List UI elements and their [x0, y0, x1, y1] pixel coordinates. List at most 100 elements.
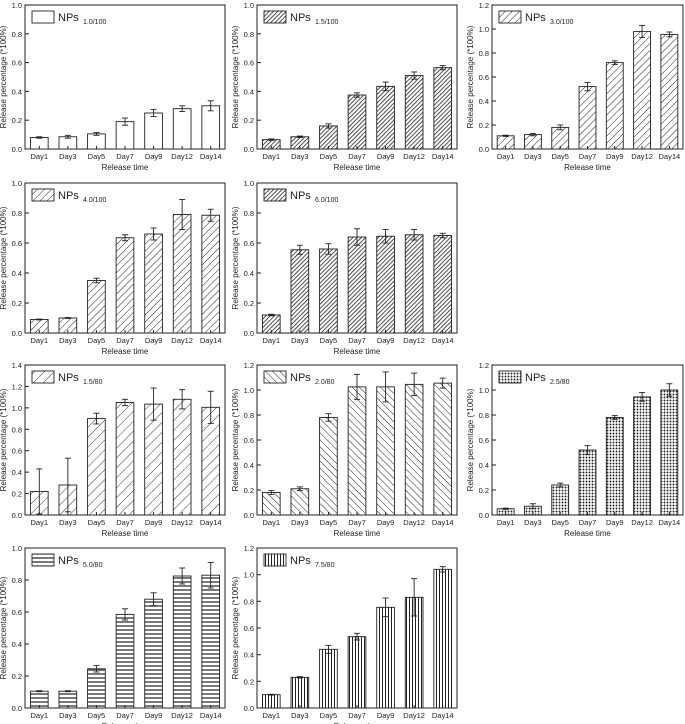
y-axis-label: Release percentage (*100%): [466, 388, 475, 491]
legend-swatch: [498, 370, 522, 384]
bar-day9: [605, 62, 624, 150]
legend-subscript: 4.0/100: [83, 197, 106, 204]
legend-label: NPs: [290, 12, 311, 24]
legend-swatch: [263, 10, 287, 24]
x-tick-label: Day1: [31, 336, 49, 345]
bar-day14: [201, 214, 221, 334]
y-tick-label: 0.0: [244, 329, 254, 338]
x-tick-label: Day9: [606, 518, 624, 527]
bar-day5: [319, 648, 338, 709]
x-tick-label: Day14: [200, 518, 222, 527]
x-tick-label: Day3: [59, 711, 77, 720]
legend-swatch: [31, 553, 55, 567]
y-tick-label: 0.0: [12, 145, 22, 154]
x-tick-label: Day12: [403, 711, 425, 720]
bar-day9: [376, 85, 395, 150]
bar-day12: [404, 383, 424, 516]
y-axis-label: Release percentage (*100%): [231, 25, 240, 128]
y-tick-label: 0.8: [479, 411, 489, 420]
y-tick-label: 0.4: [12, 640, 22, 649]
bar-day5: [87, 418, 106, 516]
y-tick-label: 0.8: [244, 411, 254, 420]
y-tick-label: 1.0: [244, 386, 254, 395]
bar-day9: [376, 386, 395, 516]
chart-panel-2: 0.0 0.2 0.4 0.6 0.8 1.0 Release percentage (*1…: [231, 1, 458, 172]
bar-day9: [605, 417, 624, 516]
y-tick-label: 0.2: [244, 677, 254, 686]
bar-day5: [87, 280, 106, 334]
bar-day7: [578, 449, 597, 516]
x-tick-label: Day1: [263, 152, 281, 161]
x-tick-label: Day7: [579, 152, 597, 161]
x-tick-label: Day7: [348, 711, 366, 720]
legend: NPs 1.0/100: [31, 10, 106, 26]
y-tick-label: 0.6: [244, 624, 254, 633]
y-tick-label: 0.6: [479, 436, 489, 445]
y-tick-label: 1.2: [244, 544, 254, 553]
y-tick-label: 1.0: [479, 25, 489, 34]
legend-label: NPs: [58, 190, 79, 202]
y-axis-label: Release percentage (*100%): [466, 25, 475, 128]
bar-day7: [578, 86, 597, 150]
y-tick-label: 0.8: [244, 30, 254, 39]
y-tick-label: 0.0: [244, 511, 254, 520]
bar-day7: [115, 237, 135, 334]
y-tick-label: 0.8: [12, 209, 22, 218]
chart-panel-3: 0.0 0.2 0.4 0.6 0.8 1.0 1.2 Release percentage …: [466, 1, 684, 172]
y-tick-label: 0.0: [12, 511, 22, 520]
y-tick-label: 1.0: [244, 571, 254, 580]
chart-panel-9: 0.0 0.2 0.4 0.6 0.8 1.0 Release percentage (*1…: [0, 544, 226, 724]
x-tick-label: Day12: [403, 152, 425, 161]
bar-day7: [115, 613, 135, 709]
y-tick-label: 0.6: [12, 608, 22, 617]
x-tick-label: Day9: [377, 336, 395, 345]
x-tick-label: Day7: [116, 336, 134, 345]
bar-day12: [172, 214, 192, 334]
x-tick-label: Day14: [200, 711, 222, 720]
y-axis-label: Release percentage (*100%): [231, 388, 240, 491]
y-tick-label: 0.6: [12, 239, 22, 248]
chart-panel-10: 0.0 0.2 0.4 0.6 0.8 1.0 1.2 Release percentage …: [231, 544, 458, 724]
bar-day3: [290, 488, 310, 516]
x-tick-label: Day5: [320, 518, 338, 527]
bar-day7: [347, 236, 367, 334]
x-tick-label: Day1: [497, 518, 515, 527]
x-tick-label: Day3: [291, 518, 309, 527]
x-tick-label: Day9: [145, 336, 163, 345]
y-tick-label: 1.0: [479, 386, 489, 395]
x-tick-label: Day3: [291, 152, 309, 161]
x-axis-label: Release time: [564, 163, 611, 172]
y-tick-label: 0.8: [479, 49, 489, 58]
x-tick-label: Day3: [524, 518, 542, 527]
bar-day12: [404, 75, 424, 150]
chart-panel-8: 0.0 0.2 0.4 0.6 0.8 1.0 1.2 Release percentage …: [466, 361, 684, 538]
y-tick-label: 0.0: [12, 329, 22, 338]
y-tick-label: 0.2: [12, 116, 22, 125]
y-tick-label: 0.4: [12, 468, 22, 477]
y-tick-label: 1.0: [244, 179, 254, 188]
y-tick-label: 0.2: [244, 116, 254, 125]
bar-day5: [551, 484, 570, 516]
y-tick-label: 1.2: [479, 1, 489, 10]
legend-swatch: [31, 370, 55, 384]
x-tick-label: Day7: [116, 518, 134, 527]
y-tick-label: 1.0: [12, 404, 22, 413]
bar-day14: [433, 67, 453, 150]
x-tick-label: Day3: [59, 518, 77, 527]
bar-day14: [660, 33, 679, 150]
legend-subscript: 3.0/100: [550, 19, 573, 26]
x-tick-label: Day9: [145, 518, 163, 527]
x-tick-label: Day9: [377, 152, 395, 161]
y-tick-label: 0.8: [244, 209, 254, 218]
y-tick-label: 0.4: [244, 269, 254, 278]
x-tick-label: Day5: [320, 152, 338, 161]
bar-day7: [115, 402, 135, 516]
y-tick-label: 1.2: [479, 361, 489, 370]
x-tick-label: Day14: [200, 152, 222, 161]
bar-day12: [172, 575, 192, 709]
bar-day3: [290, 676, 310, 709]
y-tick-label: 0.4: [12, 87, 22, 96]
x-tick-label: Day1: [263, 336, 281, 345]
